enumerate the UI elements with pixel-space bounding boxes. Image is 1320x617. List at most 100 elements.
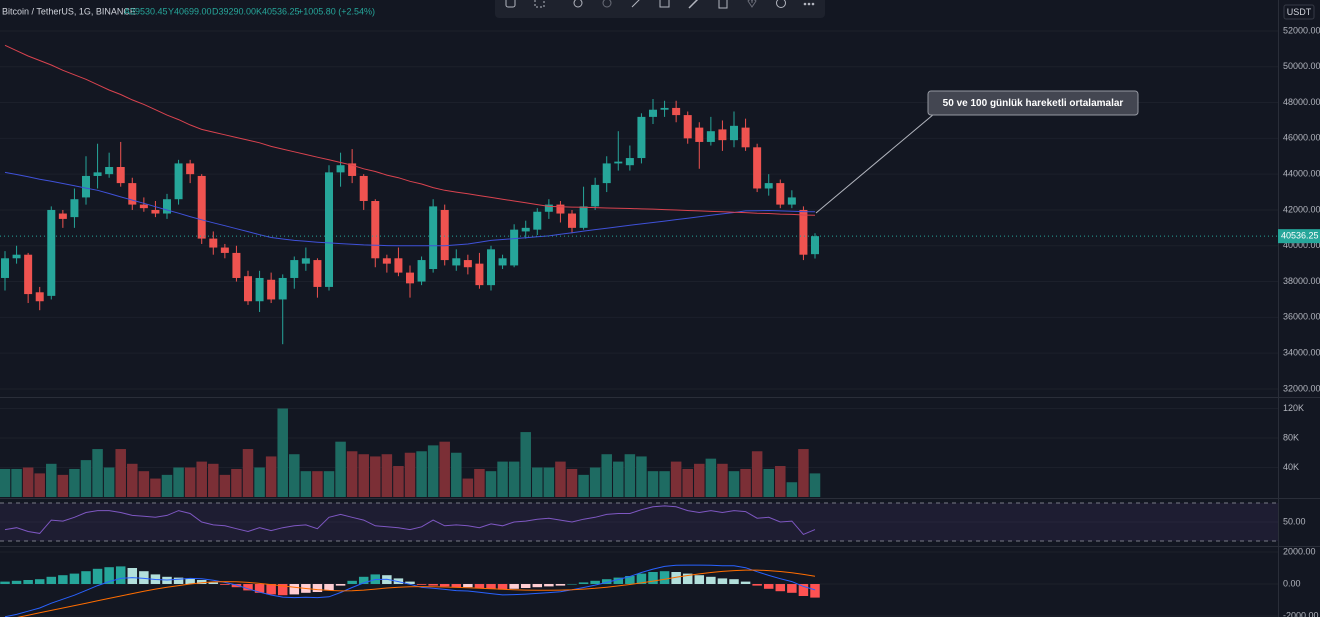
y-tick-label: 52000.00 [1283, 25, 1320, 35]
candle-body [521, 227, 530, 232]
zoom-out-icon[interactable] [602, 0, 612, 8]
histogram-bar [266, 584, 276, 595]
candle-body [730, 125, 738, 141]
currency-box[interactable] [1283, 4, 1315, 20]
volume-bar [451, 452, 462, 497]
tool-icon[interactable] [659, 0, 670, 8]
favorite-icon[interactable] [747, 0, 757, 8]
candle-body [128, 183, 137, 205]
histogram-bar [115, 566, 126, 585]
histogram-bar [104, 567, 114, 585]
histogram-bar [243, 584, 253, 591]
histogram-bar [474, 584, 485, 589]
y-tick-label: 38000.00 [1283, 276, 1320, 286]
volume-bar [196, 461, 207, 497]
candle-body [24, 254, 33, 295]
candle-body [544, 204, 553, 212]
histogram-bar [185, 578, 195, 585]
pane [0, 502, 1278, 542]
more-icon[interactable] [803, 2, 815, 6]
volume-bar [763, 468, 774, 497]
candle-body [406, 272, 414, 284]
histogram-bar [520, 584, 531, 589]
zoom-in-icon[interactable] [573, 0, 583, 8]
histogram-bar [0, 581, 10, 585]
histogram-bar [578, 582, 589, 585]
histogram-bar [231, 584, 242, 588]
candle-body [568, 213, 576, 228]
volume-bar [34, 473, 45, 497]
header-legend: Bitcoin / TetherUS, 1G, BINANCE A39530.4… [2, 6, 375, 16]
candle-body [475, 263, 484, 286]
histogram-bar [208, 582, 219, 585]
histogram-bar [752, 584, 762, 586]
candle-body [649, 109, 657, 117]
trash-icon[interactable] [718, 0, 728, 9]
volume-bar [474, 468, 485, 497]
histogram-bar [428, 584, 438, 586]
histogram-bar [127, 568, 138, 585]
volume-bar [173, 467, 184, 497]
volume-bar [393, 466, 404, 497]
candle-body [787, 197, 796, 205]
volume-bar [485, 471, 497, 497]
candle-body [706, 131, 715, 142]
pencil-icon[interactable] [688, 0, 699, 9]
volume-bar [242, 449, 254, 497]
volume-bar [219, 474, 231, 497]
candle-body [718, 129, 727, 141]
tool-icon[interactable] [534, 0, 545, 8]
callout-text: 50 ve 100 günlük hareketli ortalamalar [943, 98, 1124, 109]
candle-body [47, 209, 56, 296]
volume-bar [589, 467, 601, 497]
last-price-label: 40536.25 [1281, 231, 1319, 241]
volume-bar [532, 467, 543, 497]
candle-body [741, 127, 750, 148]
candle-body [452, 258, 461, 266]
y-tick-label: 32000.00 [1283, 383, 1320, 393]
y-tick-label: 2000.00 [1283, 546, 1316, 556]
candle-body [336, 165, 345, 173]
volume-bar [265, 456, 277, 497]
candle-body [556, 204, 565, 214]
histogram-bar [740, 581, 751, 585]
volume-bar [138, 471, 150, 497]
volume-bar [0, 468, 11, 497]
candle-body [683, 115, 692, 139]
y-tick-label: 50.00 [1283, 516, 1306, 526]
candle-body [417, 260, 426, 282]
indicator-line [17, 569, 816, 617]
volume-bar [624, 454, 636, 497]
candle-body [440, 209, 449, 261]
candle-body [753, 147, 762, 189]
volume-bar [381, 454, 393, 497]
tool-icon[interactable] [505, 0, 516, 8]
y-tick-label: 36000.00 [1283, 312, 1320, 322]
volume-bar [566, 468, 578, 497]
volume-bar [231, 468, 242, 497]
y-tick-label: 50000.00 [1283, 61, 1320, 71]
histogram-bar [463, 584, 473, 588]
candle-body [799, 209, 808, 255]
candle-body [313, 260, 322, 287]
candle-body [695, 127, 704, 142]
volume-bar [717, 463, 728, 497]
histogram-bar [58, 575, 68, 585]
candle-body [12, 254, 21, 259]
candle-body [255, 277, 264, 302]
histogram-bar [312, 584, 323, 593]
candle-body [278, 277, 287, 300]
volume-bar [46, 463, 57, 497]
histogram-bar [625, 576, 635, 585]
candle-body [244, 276, 252, 302]
info-icon[interactable] [776, 0, 786, 8]
histogram-bar [196, 580, 207, 585]
histogram-bar [347, 580, 357, 585]
volume-bar [11, 468, 22, 497]
volume-bar [798, 449, 809, 497]
volume-bar [80, 460, 92, 497]
candle-body [591, 184, 600, 207]
tool-icon[interactable] [631, 0, 640, 8]
histogram-bar [590, 580, 600, 585]
volume-bar [555, 461, 566, 497]
